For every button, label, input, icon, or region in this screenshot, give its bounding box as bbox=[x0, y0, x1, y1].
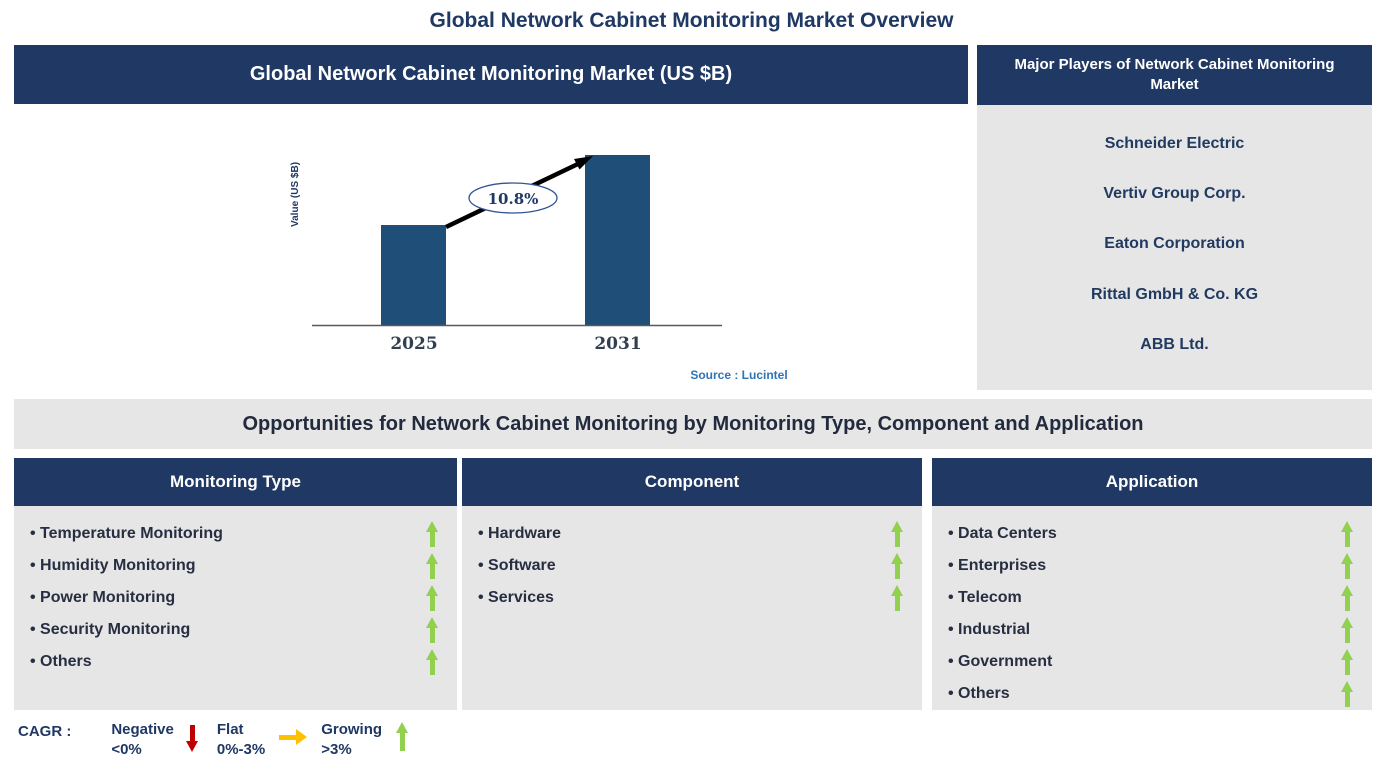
right-arrow-icon bbox=[279, 729, 308, 745]
list-item: Services bbox=[478, 582, 904, 614]
market-bar-chart: Value (US $B) 10.8% 2025 2031 Source : L… bbox=[14, 104, 968, 399]
chart-bar bbox=[585, 155, 650, 325]
item-label: Power Monitoring bbox=[30, 589, 175, 607]
x-tick-label: 2025 bbox=[390, 334, 438, 354]
column-body: Hardware Software Services bbox=[462, 506, 922, 710]
up-arrow-icon bbox=[891, 584, 904, 612]
up-arrow-icon bbox=[426, 584, 439, 612]
item-label: Temperature Monitoring bbox=[30, 525, 223, 543]
major-players-panel: Major Players of Network Cabinet Monitor… bbox=[977, 45, 1372, 399]
cagr-legend: CAGR : Negative <0% Flat 0%-3% Growing >… bbox=[18, 720, 1383, 761]
up-arrow-icon bbox=[1341, 648, 1354, 676]
bar-chart-svg: 10.8% bbox=[312, 155, 722, 327]
up-arrow-icon bbox=[1341, 616, 1354, 644]
up-arrow-icon bbox=[426, 616, 439, 644]
up-arrow-icon bbox=[1341, 584, 1354, 612]
cagr-value: 10.8% bbox=[488, 190, 539, 208]
column-header: Monitoring Type bbox=[14, 458, 457, 506]
chart-bar bbox=[381, 225, 446, 325]
list-item: Humidity Monitoring bbox=[30, 550, 439, 582]
list-item: Software bbox=[478, 550, 904, 582]
list-item: Others bbox=[948, 678, 1354, 710]
legend-entry-negative: Negative <0% bbox=[111, 720, 217, 761]
x-tick-label: 2031 bbox=[594, 334, 642, 354]
column-component: Component Hardware Software Services bbox=[462, 458, 922, 710]
legend-name: Negative bbox=[111, 721, 174, 738]
page-title: Global Network Cabinet Monitoring Market… bbox=[429, 9, 954, 32]
item-label: Enterprises bbox=[948, 557, 1046, 575]
up-arrow-icon bbox=[1341, 552, 1354, 580]
up-arrow-icon bbox=[1341, 520, 1354, 548]
up-arrow-icon bbox=[891, 520, 904, 548]
up-arrow-icon bbox=[891, 552, 904, 580]
legend-range: <0% bbox=[111, 741, 142, 759]
major-players-list: Schneider Electric Vertiv Group Corp. Ea… bbox=[977, 105, 1372, 390]
item-label: Data Centers bbox=[948, 525, 1057, 543]
player-name: Schneider Electric bbox=[1104, 135, 1245, 153]
legend-name: Flat bbox=[216, 721, 244, 738]
chart-panel-title: Global Network Cabinet Monitoring Market… bbox=[14, 45, 968, 104]
opportunities-banner: Opportunities for Network Cabinet Monito… bbox=[14, 399, 1372, 449]
item-label: Telecom bbox=[948, 589, 1022, 607]
list-item: Security Monitoring bbox=[30, 614, 439, 646]
player-name: ABB Ltd. bbox=[1140, 335, 1209, 353]
growth-arrowhead-icon bbox=[574, 156, 593, 170]
list-item: Enterprises bbox=[948, 550, 1354, 582]
item-label: Services bbox=[478, 589, 554, 607]
legend-range: 0%-3% bbox=[216, 741, 266, 759]
legend-label: CAGR : bbox=[18, 723, 72, 740]
legend-entry-flat: Flat 0%-3% bbox=[217, 720, 321, 761]
down-arrow-icon bbox=[185, 722, 199, 752]
up-arrow-icon bbox=[426, 552, 439, 580]
legend-text: Flat 0%-3% bbox=[217, 720, 265, 761]
list-item: Telecom bbox=[948, 582, 1354, 614]
player-name: Eaton Corporation bbox=[1104, 235, 1245, 253]
column-monitoring-type: Monitoring Type Temperature Monitoring H… bbox=[14, 458, 457, 710]
market-chart-panel: Global Network Cabinet Monitoring Market… bbox=[14, 45, 968, 399]
up-arrow-icon bbox=[396, 722, 409, 752]
column-application: Application Data Centers Enterprises Tel… bbox=[932, 458, 1372, 710]
list-item: Temperature Monitoring bbox=[30, 518, 439, 550]
legend-text: Growing >3% bbox=[321, 720, 382, 761]
column-body: Temperature Monitoring Humidity Monitori… bbox=[14, 506, 457, 710]
column-header: Application bbox=[932, 458, 1372, 506]
player-name: Vertiv Group Corp. bbox=[1103, 185, 1246, 203]
opportunities-columns: Monitoring Type Temperature Monitoring H… bbox=[14, 458, 1372, 710]
legend-entry-growing: Growing >3% bbox=[321, 720, 409, 761]
item-label: Software bbox=[478, 557, 556, 575]
list-item: Industrial bbox=[948, 614, 1354, 646]
column-body: Data Centers Enterprises Telecom Industr… bbox=[932, 506, 1372, 710]
list-item: Others bbox=[30, 646, 439, 678]
legend-range: >3% bbox=[321, 741, 352, 759]
item-label: Hardware bbox=[478, 525, 561, 543]
legend-text: Negative <0% bbox=[111, 720, 174, 761]
item-label: Others bbox=[948, 685, 1010, 703]
list-item: Hardware bbox=[478, 518, 904, 550]
y-axis-label: Value (US $B) bbox=[290, 161, 301, 227]
list-item: Power Monitoring bbox=[30, 582, 439, 614]
item-label: Others bbox=[30, 653, 92, 671]
list-item: Government bbox=[948, 646, 1354, 678]
major-players-title: Major Players of Network Cabinet Monitor… bbox=[977, 45, 1372, 105]
item-label: Humidity Monitoring bbox=[30, 557, 196, 575]
cagr-ellipse bbox=[468, 182, 558, 214]
item-label: Government bbox=[948, 653, 1052, 671]
player-name: Rittal GmbH & Co. KG bbox=[1090, 285, 1259, 303]
column-header: Component bbox=[462, 458, 922, 506]
up-arrow-icon bbox=[1341, 680, 1354, 708]
list-item: Data Centers bbox=[948, 518, 1354, 550]
legend-name: Growing bbox=[321, 721, 383, 738]
up-arrow-icon bbox=[426, 520, 439, 548]
top-section: Global Network Cabinet Monitoring Market… bbox=[14, 45, 1372, 399]
up-arrow-icon bbox=[426, 648, 439, 676]
source-note: Source : Lucintel bbox=[690, 368, 788, 382]
item-label: Industrial bbox=[948, 621, 1030, 639]
item-label: Security Monitoring bbox=[30, 621, 190, 639]
